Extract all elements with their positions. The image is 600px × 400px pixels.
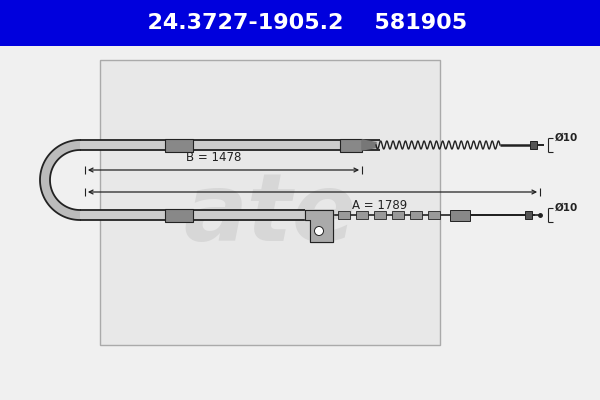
- Polygon shape: [338, 211, 350, 219]
- Polygon shape: [80, 210, 305, 220]
- Polygon shape: [530, 141, 537, 149]
- Polygon shape: [374, 211, 386, 219]
- Polygon shape: [305, 210, 333, 242]
- Text: 24.3727-1905.2    581905: 24.3727-1905.2 581905: [133, 13, 467, 33]
- Polygon shape: [356, 211, 368, 219]
- Polygon shape: [80, 140, 380, 150]
- Circle shape: [314, 226, 323, 236]
- Polygon shape: [525, 211, 532, 219]
- Polygon shape: [165, 208, 193, 222]
- Polygon shape: [362, 140, 376, 150]
- Polygon shape: [410, 211, 422, 219]
- Text: Ø10: Ø10: [555, 133, 578, 143]
- Polygon shape: [100, 60, 440, 345]
- Text: B = 1478: B = 1478: [186, 151, 241, 164]
- Polygon shape: [165, 138, 193, 152]
- Polygon shape: [392, 211, 404, 219]
- Polygon shape: [428, 211, 440, 219]
- Polygon shape: [340, 138, 362, 152]
- Polygon shape: [0, 0, 600, 46]
- Text: Ø10: Ø10: [555, 203, 578, 213]
- Polygon shape: [40, 140, 80, 220]
- Text: A = 1789: A = 1789: [352, 199, 407, 212]
- Polygon shape: [450, 210, 470, 220]
- Text: ate: ate: [184, 169, 356, 261]
